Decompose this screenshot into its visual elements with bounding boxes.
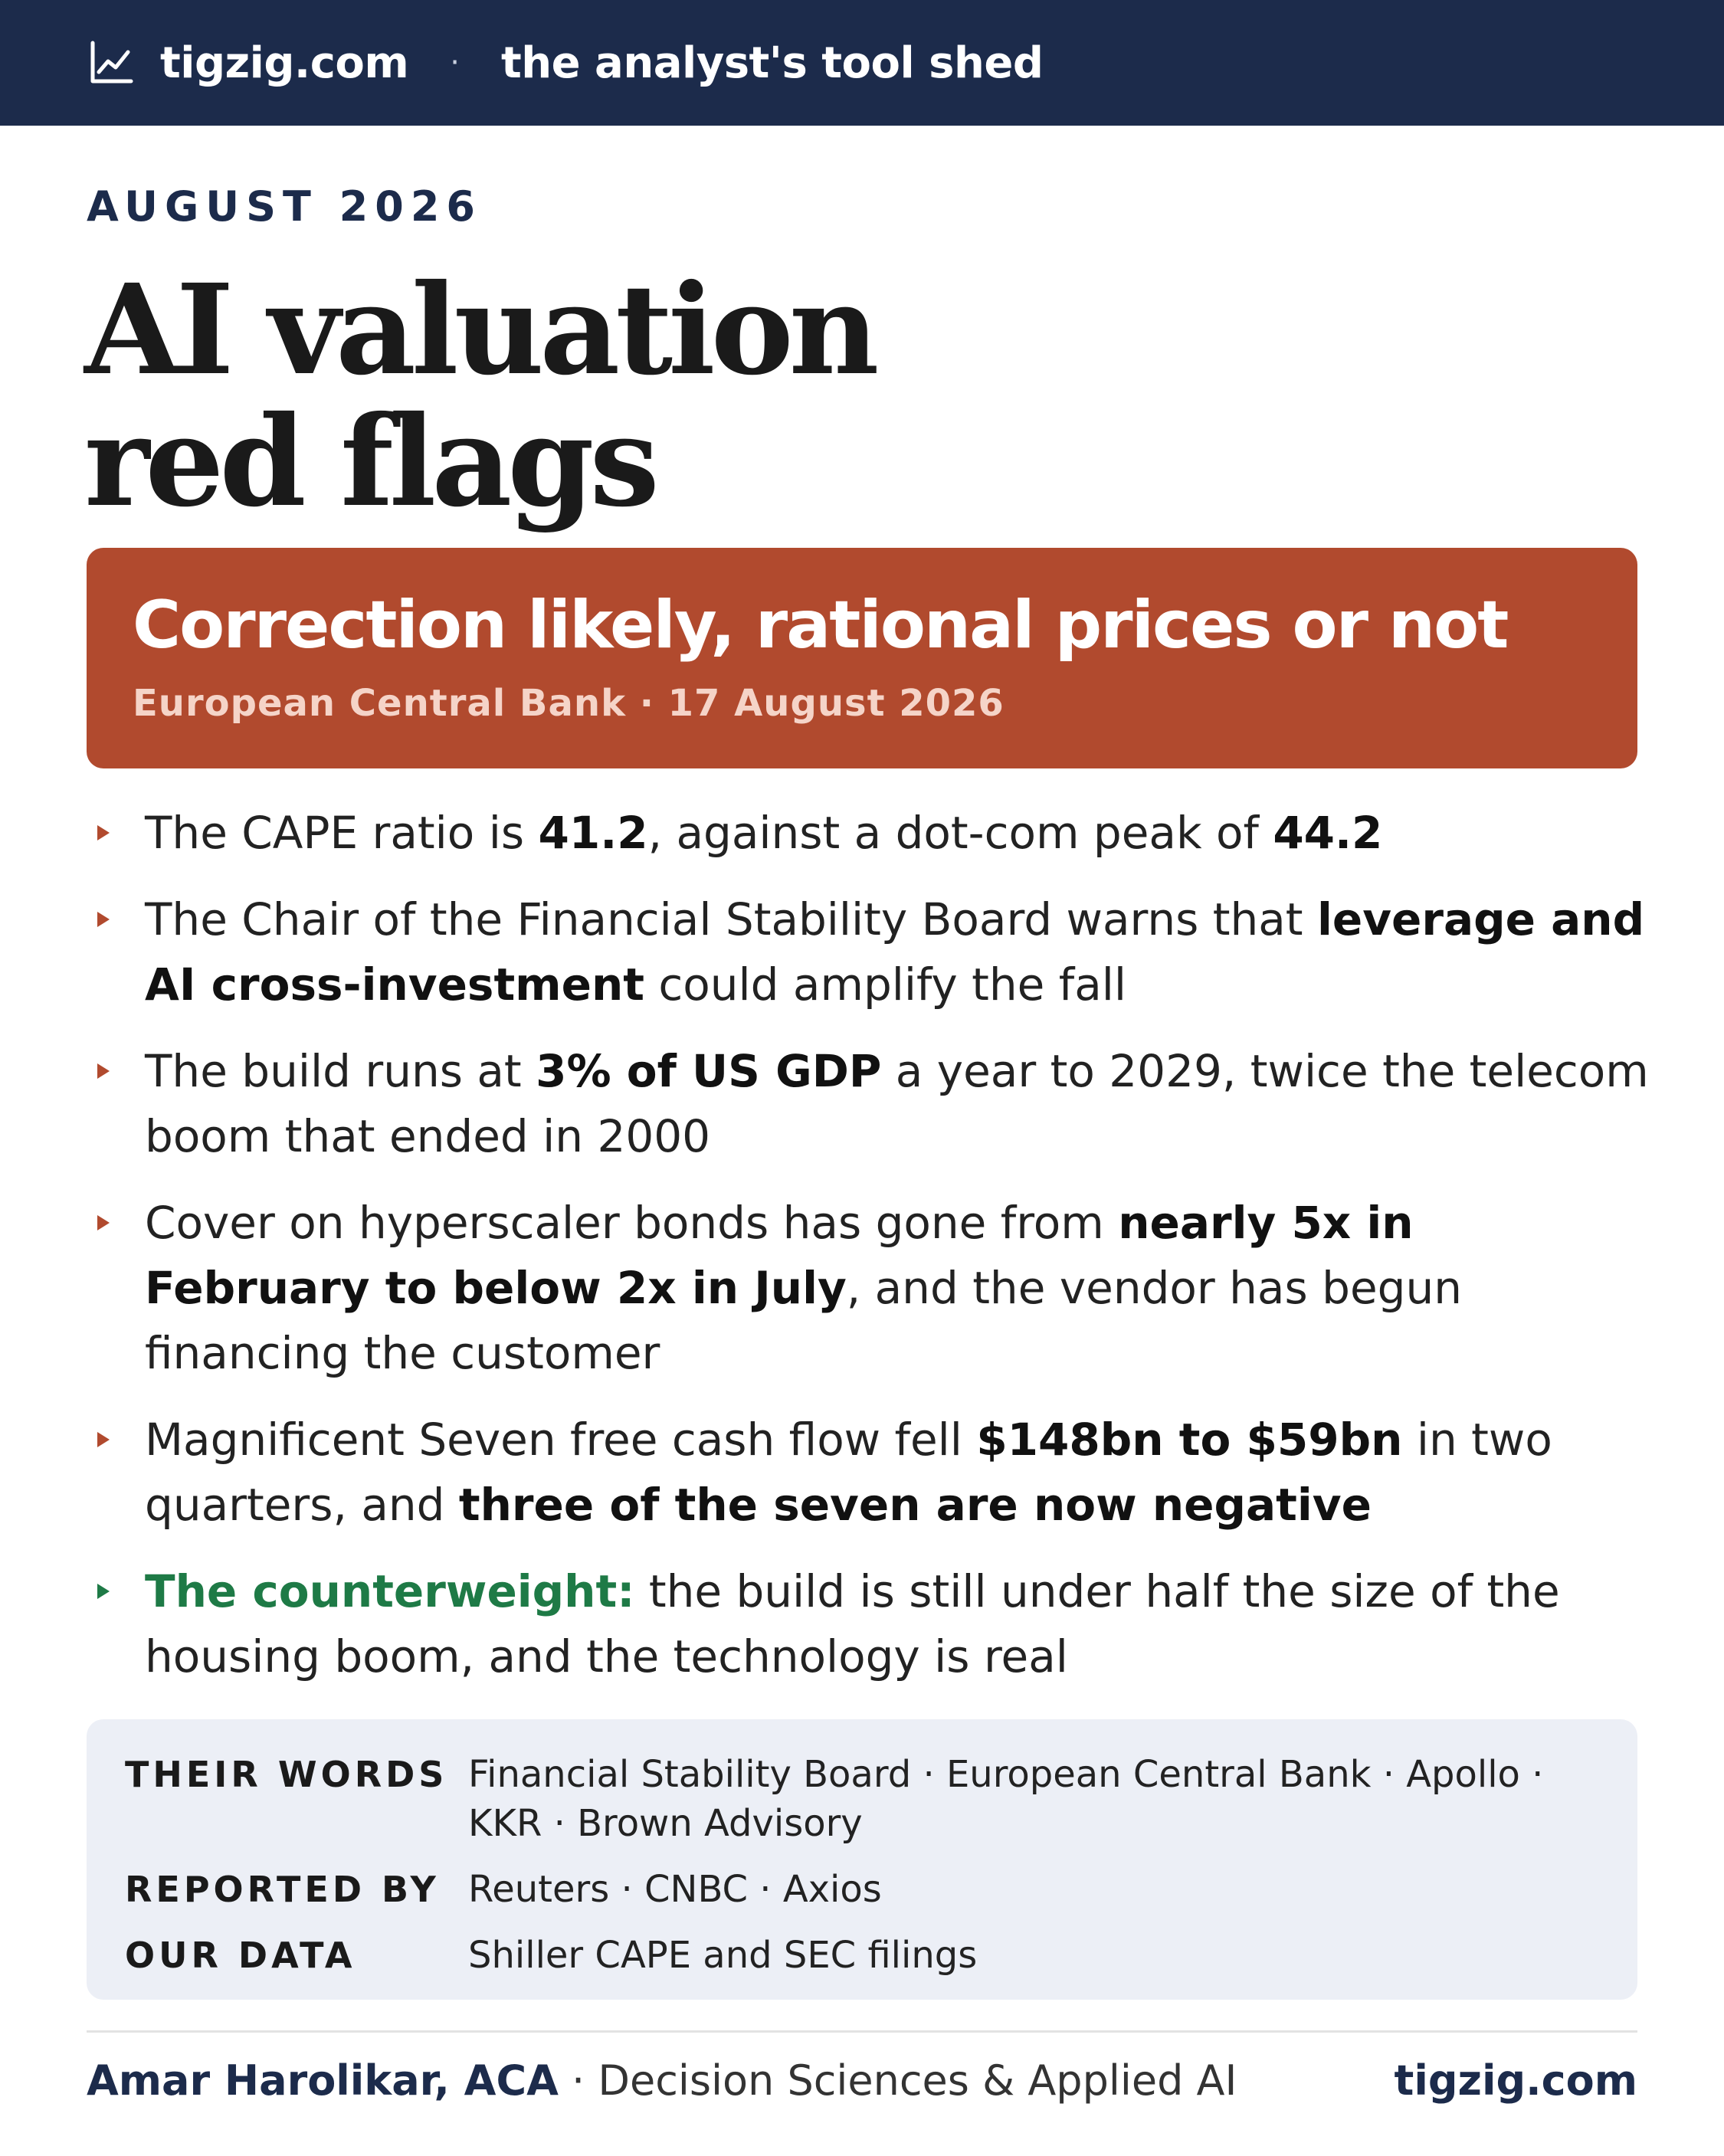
sources-label: REPORTED BY (125, 1869, 440, 1910)
sources-row-their-words: THEIR WORDS Financial Stability Board · … (125, 1750, 1599, 1848)
banner-headline: Correction likely, rational prices or no… (133, 587, 1509, 664)
footer-byline: Amar Harolikar, ACA · Decision Sciences … (87, 2056, 1237, 2105)
sources-value: Reuters · CNBC · Axios (468, 1868, 882, 1911)
title-line-1: AI valuation (84, 257, 879, 403)
triangle-bullet-icon (97, 1215, 110, 1230)
footer-divider (87, 2030, 1637, 2033)
bullet-item: The build runs at 3% of US GDP a year to… (87, 1039, 1650, 1169)
bullet-item: Cover on hyperscaler bonds has gone from… (87, 1191, 1650, 1386)
date-kicker: AUGUST 2026 (87, 182, 482, 231)
bullet-item: The CAPE ratio is 41.2, against a dot-co… (87, 801, 1650, 866)
header-site-link[interactable]: tigzig.com (160, 38, 409, 88)
title-line-2: red flags (84, 389, 660, 535)
page-title: AI valuation red flags (84, 264, 1234, 528)
triangle-bullet-icon (97, 1432, 110, 1447)
footer-site-link[interactable]: tigzig.com (1394, 2056, 1637, 2105)
sources-value: Shiller CAPE and SEC filings (468, 1934, 978, 1977)
footer: Amar Harolikar, ACA · Decision Sciences … (87, 2056, 1637, 2105)
sources-label: OUR DATA (125, 1935, 356, 1976)
sources-label: THEIR WORDS (125, 1754, 448, 1795)
bullet-item: Magnificent Seven free cash flow fell $1… (87, 1407, 1650, 1538)
footer-author: Amar Harolikar, ACA (87, 2056, 559, 2105)
bullet-item: The Chair of the Financial Stability Boa… (87, 887, 1650, 1017)
sources-value: Financial Stability Board · European Cen… (468, 1753, 1544, 1845)
triangle-bullet-icon (97, 825, 110, 840)
headline-banner: Correction likely, rational prices or no… (87, 548, 1637, 768)
sources-row-our-data: OUR DATA Shiller CAPE and SEC filings (125, 1931, 1599, 1980)
header-tagline: the analyst's tool shed (500, 38, 1044, 88)
banner-source: European Central Bank · 17 August 2026 (133, 682, 1005, 726)
sources-row-reported-by: REPORTED BY Reuters · CNBC · Axios (125, 1865, 1599, 1914)
header-bar: tigzig.com · the analyst's tool shed (0, 0, 1724, 126)
triangle-bullet-icon (97, 1584, 110, 1599)
triangle-bullet-icon (97, 1063, 110, 1079)
bullet-list: The CAPE ratio is 41.2, against a dot-co… (87, 801, 1650, 1711)
line-chart-icon (90, 41, 133, 84)
triangle-bullet-icon (97, 912, 110, 927)
header-separator: · (450, 45, 460, 80)
bullet-item-counterweight: The counterweight: the build is still un… (87, 1559, 1650, 1689)
sources-panel: THEIR WORDS Financial Stability Board · … (87, 1719, 1637, 2000)
footer-role: · Decision Sciences & Applied AI (558, 2056, 1237, 2105)
